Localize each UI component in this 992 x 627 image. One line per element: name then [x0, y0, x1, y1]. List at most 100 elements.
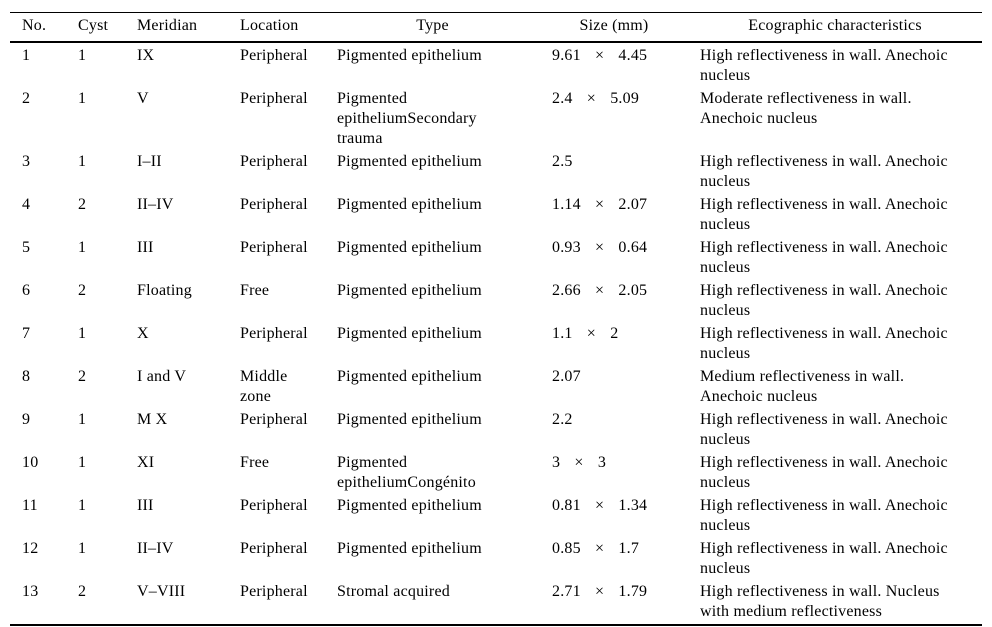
cell-meridian: III [137, 238, 154, 256]
cell-cyst: 1 [78, 238, 87, 256]
cell-meridian: III [137, 496, 154, 514]
cell-meridian: V–VIII [137, 582, 186, 600]
cell-type: Pigmented epithelium [337, 367, 482, 385]
cell-no: 4 [22, 195, 31, 213]
column-header: Meridian [137, 17, 198, 34]
cell-cyst: 1 [78, 539, 87, 557]
cell-location: Peripheral [240, 496, 308, 514]
cell-location: Middle zone [240, 367, 288, 405]
cell-cyst: 2 [78, 281, 87, 299]
cell-no: 6 [22, 281, 31, 299]
cell-meridian: I–II [137, 152, 162, 170]
cell-size: 2.4 × 5.09 [552, 89, 640, 107]
cell-location: Peripheral [240, 410, 308, 428]
table-row: 5 1 III Peripheral Pigmented epithelium … [10, 235, 982, 278]
column-header: Size (mm) [579, 17, 649, 34]
table-row: 6 2 Floating Free Pigmented epithelium 2… [10, 278, 982, 321]
cell-location: Free [240, 453, 270, 471]
cell-meridian: IX [137, 46, 155, 64]
header-row: No. Cyst Meridian Location Type Size (mm) Ecog… [10, 13, 982, 42]
cell-ecographic: High reflectiveness in wall. Anechoic nu… [700, 453, 948, 491]
cell-no: 9 [22, 410, 31, 428]
table-row: 8 2 I and V Middle zone Pigmented epithe… [10, 364, 982, 407]
cell-size: 9.61 × 4.45 [552, 46, 648, 64]
cell-location: Peripheral [240, 152, 308, 170]
cell-type: Pigmented epitheliumSecondary trauma [337, 89, 477, 147]
table-row: 13 2 V–VIII Peripheral Stromal acquired … [10, 579, 982, 625]
cell-cyst: 2 [78, 582, 87, 600]
cell-location: Peripheral [240, 89, 308, 107]
cell-cyst: 1 [78, 89, 87, 107]
table-row: 2 1 V Peripheral Pigmented epitheliumSec… [10, 86, 982, 149]
cell-meridian: II–IV [137, 195, 174, 213]
cell-size: 0.81 × 1.34 [552, 496, 648, 514]
cell-type: Pigmented epithelium [337, 46, 482, 64]
cell-no: 7 [22, 324, 31, 342]
cell-meridian: II–IV [137, 539, 174, 557]
table-row: 3 1 I–II Peripheral Pigmented epithelium… [10, 149, 982, 192]
table-row: 12 1 II–IV Peripheral Pigmented epitheli… [10, 536, 982, 579]
cell-location: Peripheral [240, 238, 308, 256]
cell-type: Pigmented epithelium [337, 410, 482, 428]
column-header: Ecographic characteristics [748, 17, 922, 34]
cell-no: 13 [22, 582, 39, 600]
cell-type: Pigmented epithelium [337, 496, 482, 514]
table-row: 1 1 IX Peripheral Pigmented epithelium 9… [10, 42, 982, 86]
cell-cyst: 1 [78, 152, 87, 170]
column-header: No. [22, 17, 47, 34]
cell-size: 1.1 × 2 [552, 324, 619, 342]
column-header: Cyst [78, 17, 109, 34]
cell-no: 2 [22, 89, 31, 107]
cell-cyst: 1 [78, 410, 87, 428]
column-header: Type [416, 17, 449, 34]
table-container: No. Cyst Meridian Location Type Size (mm) Ecog… [10, 12, 982, 626]
cell-no: 11 [22, 496, 38, 514]
cell-ecographic: Moderate reflectiveness in wall. Anechoi… [700, 89, 912, 127]
cell-cyst: 2 [78, 367, 87, 385]
cell-no: 12 [22, 539, 39, 557]
cell-type: Pigmented epithelium [337, 152, 482, 170]
cell-location: Peripheral [240, 539, 308, 557]
cell-type: Pigmented epithelium [337, 238, 482, 256]
cell-size: 1.14 × 2.07 [552, 195, 648, 213]
cell-no: 3 [22, 152, 31, 170]
cell-cyst: 1 [78, 46, 87, 64]
cell-ecographic: High reflectiveness in wall. Anechoic nu… [700, 238, 948, 276]
cell-ecographic: High reflectiveness in wall. Anechoic nu… [700, 152, 948, 190]
cell-type: Pigmented epithelium [337, 324, 482, 342]
table-body: 1 1 IX Peripheral Pigmented epithelium 9… [10, 42, 982, 625]
cell-cyst: 1 [78, 453, 87, 471]
cell-ecographic: High reflectiveness in wall. Anechoic nu… [700, 46, 948, 84]
cell-meridian: V [137, 89, 149, 107]
table-row: 10 1 XI Free Pigmented epitheliumCongéni… [10, 450, 982, 493]
cell-type: Pigmented epithelium [337, 195, 482, 213]
cell-ecographic: High reflectiveness in wall. Nucleus wit… [700, 582, 940, 620]
table-row: 9 1 M X Peripheral Pigmented epithelium … [10, 407, 982, 450]
cell-ecographic: High reflectiveness in wall. Anechoic nu… [700, 496, 948, 534]
cell-location: Peripheral [240, 582, 308, 600]
cell-size: 2.5 [552, 152, 573, 170]
cell-ecographic: High reflectiveness in wall. Anechoic nu… [700, 195, 948, 233]
cell-location: Peripheral [240, 195, 308, 213]
cell-cyst: 1 [78, 324, 87, 342]
cell-no: 1 [22, 46, 31, 64]
column-header: Location [240, 17, 299, 34]
table-header: No. Cyst Meridian Location Type Size (mm) Ecog… [10, 13, 982, 42]
cell-no: 8 [22, 367, 31, 385]
cysts-table: No. Cyst Meridian Location Type Size (mm) Ecog… [10, 12, 982, 626]
cell-location: Free [240, 281, 270, 299]
cell-cyst: 1 [78, 496, 87, 514]
cell-meridian: I and V [137, 367, 187, 385]
cell-type: Stromal acquired [337, 582, 450, 600]
cell-ecographic: High reflectiveness in wall. Anechoic nu… [700, 324, 948, 362]
cell-size: 3 × 3 [552, 453, 607, 471]
cell-size: 2.71 × 1.79 [552, 582, 648, 600]
table-row: 4 2 II–IV Peripheral Pigmented epitheliu… [10, 192, 982, 235]
cell-size: 2.2 [552, 410, 573, 428]
cell-meridian: Floating [137, 281, 192, 299]
cell-size: 2.07 [552, 367, 581, 385]
cell-meridian: X [137, 324, 149, 342]
cell-ecographic: High reflectiveness in wall. Anechoic nu… [700, 539, 948, 577]
cell-location: Peripheral [240, 324, 308, 342]
cell-cyst: 2 [78, 195, 87, 213]
